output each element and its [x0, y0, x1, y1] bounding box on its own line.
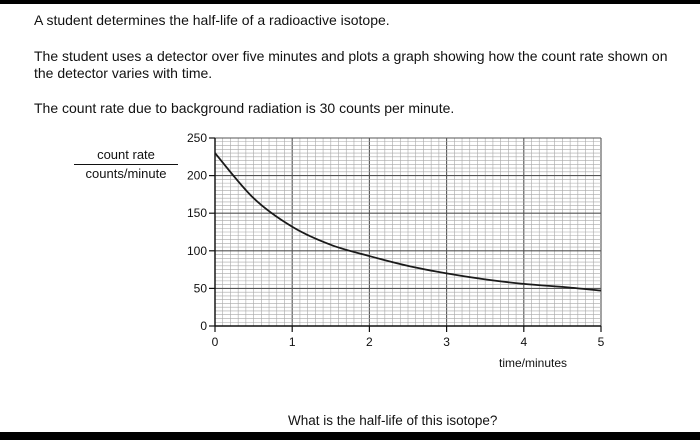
- x-tick-label: 1: [289, 335, 296, 349]
- axes: [209, 137, 602, 332]
- count-rate-graph: 0 50 100 150 200 250 0 1 2 3 4 5 time/minutes: [187, 131, 605, 370]
- y-tick-label: 100: [187, 244, 207, 258]
- x-tick-label: 4: [520, 335, 527, 349]
- y-tick-label: 0: [200, 319, 207, 333]
- grid: [214, 137, 602, 327]
- y-tick-label: 250: [187, 131, 207, 145]
- question-page: A student determines the half-life of a …: [0, 4, 700, 432]
- x-axis-label: time/minutes: [499, 356, 567, 370]
- y-tick-label: 50: [194, 281, 208, 295]
- y-axis-label-unit: counts/minute: [85, 166, 167, 181]
- background-text: The count rate due to background radiati…: [34, 100, 455, 116]
- intro-text: A student determines the half-life of a …: [34, 12, 390, 28]
- y-tick-label: 150: [187, 206, 207, 220]
- tick-labels: 0 50 100 150 200 250 0 1 2 3 4 5: [187, 131, 605, 349]
- decay-curve: [214, 152, 602, 292]
- question-text: What is the half-life of this isotope?: [288, 413, 498, 428]
- decay-curve-line: [214, 152, 602, 292]
- y-tick-label: 200: [187, 169, 207, 183]
- y-axis-label: count rate counts/minute: [74, 147, 178, 182]
- x-tick-label: 5: [598, 335, 605, 349]
- method-text: The student uses a detector over five mi…: [34, 48, 668, 81]
- x-tick-label: 3: [443, 335, 450, 349]
- x-tick-label: 2: [366, 335, 373, 349]
- y-axis-label-quantity: count rate: [74, 147, 178, 165]
- x-tick-label: 0: [212, 335, 219, 349]
